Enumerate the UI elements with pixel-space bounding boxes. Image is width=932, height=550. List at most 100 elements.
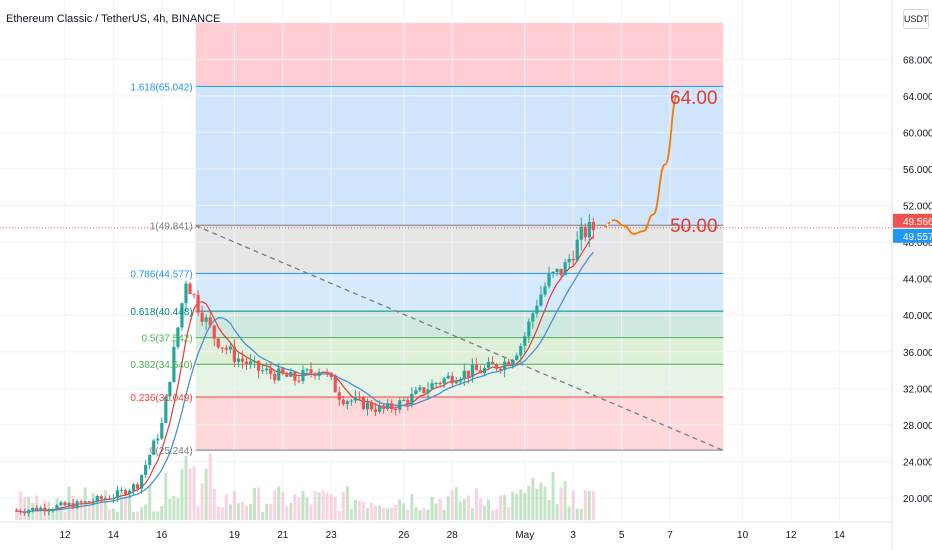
candle-body bbox=[51, 509, 55, 511]
price-tick-label: 20.000 bbox=[903, 494, 932, 505]
volume-bar bbox=[15, 507, 19, 520]
candle-body bbox=[111, 498, 115, 500]
price-tick-label: 32.000 bbox=[903, 384, 932, 395]
volume-bar bbox=[337, 510, 341, 520]
candle-body bbox=[551, 271, 555, 274]
volume-bar bbox=[240, 501, 244, 520]
fib-level-label: 0.618(40.448) bbox=[130, 307, 192, 318]
fib-level-label: 0.236(31.049) bbox=[130, 393, 192, 404]
volume-bar bbox=[172, 495, 176, 520]
currency-unit-button[interactable]: USDT bbox=[903, 9, 929, 29]
volume-bar bbox=[196, 506, 200, 520]
volume-bar bbox=[478, 498, 482, 520]
volume-bar bbox=[515, 493, 519, 520]
candle-body bbox=[244, 361, 249, 365]
volume-bar bbox=[301, 490, 305, 520]
volume-bar bbox=[176, 497, 180, 520]
time-tick-label: 28 bbox=[447, 530, 459, 541]
candle-body bbox=[140, 474, 144, 489]
volume-bar bbox=[442, 509, 446, 520]
candle-body bbox=[386, 403, 390, 409]
chart-title: Ethereum Classic / TetherUS, 4h, BINANCE bbox=[6, 13, 221, 25]
volume-bar bbox=[297, 497, 301, 520]
candle-body bbox=[353, 396, 357, 401]
volume-bar bbox=[124, 489, 127, 520]
candle-body bbox=[131, 484, 136, 491]
candle-body bbox=[426, 389, 430, 394]
candle-body bbox=[361, 397, 366, 410]
volume-bar bbox=[583, 490, 587, 520]
volume-bar bbox=[208, 453, 212, 520]
volume-bar bbox=[27, 496, 31, 520]
volume-bar bbox=[168, 498, 172, 520]
volume-bar bbox=[281, 492, 285, 520]
trend-line bbox=[195, 225, 724, 452]
volume-bar bbox=[132, 511, 136, 520]
candle-body bbox=[563, 262, 567, 275]
candle-body bbox=[83, 501, 87, 503]
candle-body bbox=[23, 512, 27, 514]
candle-body bbox=[220, 347, 224, 349]
candle-body bbox=[349, 400, 353, 402]
candle-body bbox=[422, 387, 426, 394]
time-axis[interactable]: 12 14 16 19 21 23 26 28 May 3 5 7 10 12 14 bbox=[0, 521, 892, 541]
candle-body bbox=[438, 383, 442, 385]
volume-bar bbox=[418, 510, 422, 520]
candle-body bbox=[402, 400, 406, 402]
candle-body bbox=[188, 283, 192, 295]
volume-bar bbox=[398, 499, 402, 520]
candle-body bbox=[212, 325, 216, 339]
candle-body bbox=[232, 346, 236, 362]
volume-bar bbox=[547, 499, 551, 520]
volume-bar bbox=[410, 494, 414, 520]
volume-bar bbox=[370, 502, 374, 520]
volume-bar bbox=[527, 485, 531, 520]
candle-body bbox=[71, 503, 75, 509]
volume-bar bbox=[321, 490, 325, 520]
grid-lines bbox=[0, 0, 892, 522]
volume-bar bbox=[144, 504, 148, 520]
volume-bar bbox=[394, 504, 398, 520]
candle-body bbox=[19, 510, 23, 513]
candle-body bbox=[454, 381, 458, 384]
candle-body bbox=[418, 387, 422, 391]
candle-body bbox=[95, 496, 99, 502]
candle-body bbox=[446, 375, 450, 379]
volume-bar bbox=[446, 496, 450, 520]
price-axis[interactable]: 68.000 64.000 60.000 56.000 52.000 48.000 44.0… bbox=[891, 0, 932, 550]
volume-bar bbox=[402, 503, 406, 520]
volume-bar bbox=[152, 511, 156, 520]
candle-body bbox=[547, 273, 551, 287]
volume-bar bbox=[277, 486, 281, 520]
candle-body bbox=[365, 402, 370, 410]
candle-body bbox=[398, 400, 402, 410]
candle-body bbox=[99, 496, 103, 499]
price-tick-label: 56.000 bbox=[903, 165, 932, 176]
candle-body bbox=[67, 503, 71, 506]
volume-bar bbox=[487, 499, 490, 520]
candle-body bbox=[127, 490, 132, 495]
candle-body bbox=[414, 390, 418, 395]
candle-body bbox=[144, 464, 148, 475]
volume-bar bbox=[232, 491, 236, 520]
volume-bar bbox=[551, 471, 555, 520]
volume-bar bbox=[220, 507, 224, 520]
time-tick-label: 21 bbox=[277, 530, 289, 541]
candle-body bbox=[474, 364, 478, 371]
volume-bar bbox=[180, 469, 184, 520]
candle-body bbox=[494, 364, 499, 369]
candle-body bbox=[309, 369, 313, 374]
candle-body bbox=[27, 510, 31, 514]
volume-bar bbox=[19, 491, 23, 520]
volume-bar bbox=[184, 455, 188, 520]
candle-body bbox=[285, 373, 289, 377]
volume-bar bbox=[249, 503, 253, 520]
volume-bar bbox=[531, 477, 535, 520]
volume-bar bbox=[571, 491, 575, 520]
candle-body bbox=[345, 401, 349, 405]
time-tick-label: 16 bbox=[156, 530, 168, 541]
time-tick-label: 23 bbox=[326, 530, 338, 541]
candle-body bbox=[579, 226, 583, 240]
volume-bar bbox=[555, 504, 559, 520]
